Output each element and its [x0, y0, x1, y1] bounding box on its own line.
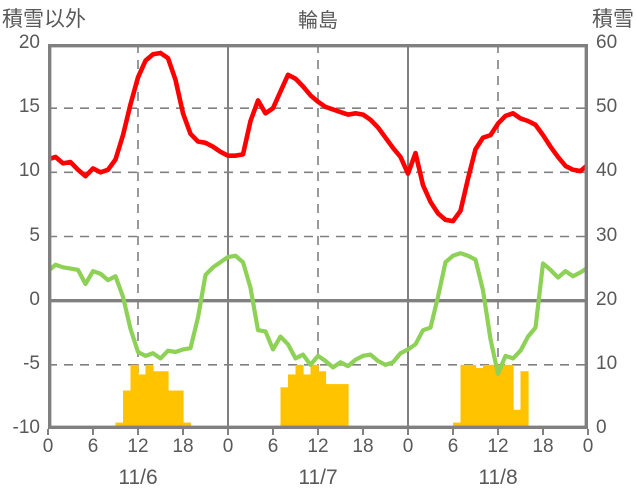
x-axis-tick-mark — [407, 429, 409, 435]
x-axis-tick-mark — [587, 429, 589, 435]
x-axis-tick-mark — [497, 429, 499, 435]
left-axis-tick-label: -5 — [23, 352, 40, 374]
left-axis-tick-label: 5 — [29, 224, 40, 246]
right-axis-tick-label: 50 — [596, 96, 618, 118]
right-axis-tick-label: 40 — [596, 160, 618, 182]
x-axis-tick-mark — [182, 429, 184, 435]
x-axis-tick-mark — [317, 429, 319, 435]
temperature-line — [48, 50, 588, 224]
x-axis-tick-mark — [272, 429, 274, 435]
x-axis-tick-label: 12 — [127, 436, 149, 457]
left-axis-tick-label: 20 — [18, 32, 40, 53]
x-axis-day-label: 11/6 — [118, 466, 158, 489]
x-axis-tick-label: 0 — [402, 436, 414, 457]
x-axis-tick-label: 0 — [42, 436, 54, 457]
x-axis-tick-mark — [362, 429, 364, 435]
page-title: 輪島 — [298, 10, 338, 32]
right-axis-title: 積雪 — [592, 8, 634, 31]
x-axis-tick-mark — [92, 429, 94, 435]
right-axis-tick-label: 20 — [596, 288, 618, 310]
plot-frame — [48, 44, 588, 429]
x-axis-tick-mark — [137, 429, 139, 435]
chart-svg — [48, 44, 588, 429]
x-axis-tick-label: 18 — [352, 436, 374, 457]
x-axis-day-label: 11/8 — [478, 466, 518, 489]
x-axis-tick-label: 6 — [87, 436, 99, 457]
x-axis-tick-label: 0 — [582, 436, 594, 457]
dewpoint-line — [48, 251, 588, 376]
right-axis-tick-label: 60 — [596, 32, 618, 53]
left-axis-tick-label: 10 — [18, 160, 40, 182]
right-axis-tick-label: 10 — [596, 352, 618, 374]
x-axis-tick-mark — [47, 429, 49, 435]
x-axis-day-label: 11/7 — [298, 466, 338, 489]
x-axis-tick-label: 6 — [447, 436, 459, 457]
right-axis-tick-label: 0 — [596, 417, 607, 438]
x-axis-tick-label: 0 — [222, 436, 234, 457]
day-separators — [227, 44, 409, 429]
x-axis-tick-label: 18 — [532, 436, 554, 457]
x-axis-tick-label: 18 — [172, 436, 194, 457]
x-axis-tick-label: 12 — [307, 436, 329, 457]
x-axis-tick-mark — [452, 429, 454, 435]
x-axis-tick-label: 6 — [267, 436, 279, 457]
precipitation-bars — [115, 364, 529, 429]
left-axis-title: 積雪以外 — [2, 8, 86, 31]
x-axis-tick-mark — [542, 429, 544, 435]
x-axis-tick-label: 12 — [487, 436, 509, 457]
plot-area — [48, 44, 588, 429]
left-axis-tick-label: 15 — [18, 96, 40, 118]
x-axis-tick-mark — [227, 429, 229, 435]
left-axis-tick-label: 0 — [29, 288, 40, 310]
left-axis-tick-label: -10 — [12, 417, 40, 438]
right-axis-tick-label: 30 — [596, 224, 618, 246]
